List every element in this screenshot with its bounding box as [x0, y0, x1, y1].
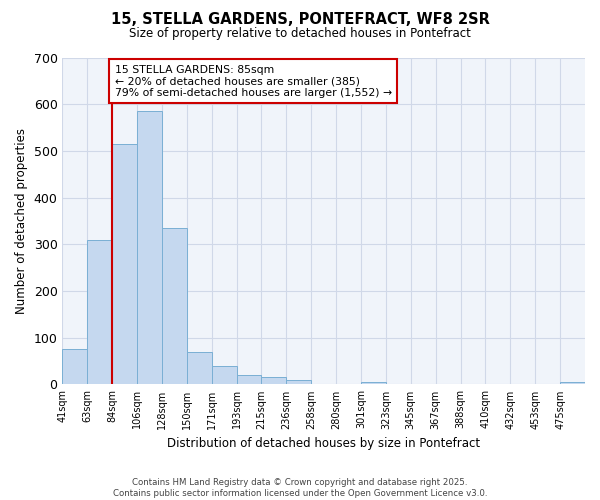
Bar [361, 382, 386, 384]
Bar [236, 375, 262, 384]
Bar [62, 350, 88, 384]
Y-axis label: Number of detached properties: Number of detached properties [15, 128, 28, 314]
Bar [187, 352, 212, 384]
Bar [212, 366, 236, 384]
Bar [262, 378, 286, 384]
Text: Size of property relative to detached houses in Pontefract: Size of property relative to detached ho… [129, 28, 471, 40]
Bar [88, 240, 112, 384]
Bar [112, 144, 137, 384]
Bar [137, 111, 162, 384]
Bar [162, 228, 187, 384]
Text: Contains HM Land Registry data © Crown copyright and database right 2025.
Contai: Contains HM Land Registry data © Crown c… [113, 478, 487, 498]
X-axis label: Distribution of detached houses by size in Pontefract: Distribution of detached houses by size … [167, 437, 480, 450]
Text: 15 STELLA GARDENS: 85sqm
← 20% of detached houses are smaller (385)
79% of semi-: 15 STELLA GARDENS: 85sqm ← 20% of detach… [115, 64, 392, 98]
Text: 15, STELLA GARDENS, PONTEFRACT, WF8 2SR: 15, STELLA GARDENS, PONTEFRACT, WF8 2SR [110, 12, 490, 28]
Bar [286, 380, 311, 384]
Bar [560, 382, 585, 384]
